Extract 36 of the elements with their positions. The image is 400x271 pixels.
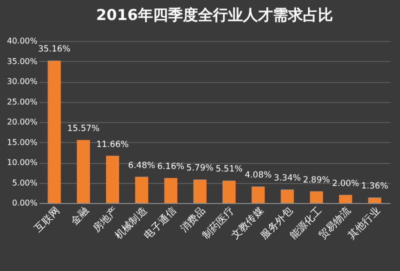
bar xyxy=(106,156,120,203)
bar xyxy=(310,191,324,203)
bar xyxy=(135,176,148,203)
y-tick-label: 30.00% xyxy=(6,77,38,86)
bar xyxy=(193,180,206,203)
y-tick-label: 20.00% xyxy=(6,118,38,126)
data-label: 6.48% xyxy=(128,160,156,171)
y-tick-label: 5.00% xyxy=(12,178,38,188)
data-label: 4.08% xyxy=(244,170,272,180)
data-label: 15.57% xyxy=(67,124,100,134)
bar xyxy=(48,60,61,203)
data-label: 5.51% xyxy=(216,164,243,175)
bar xyxy=(252,186,265,203)
y-tick-label: 0.00% xyxy=(12,198,38,208)
chart-title: 2016年四季度全行业人才需求占比 xyxy=(96,6,333,24)
y-tick-label: 35.00% xyxy=(6,56,38,66)
y-tick-label: 15.00% xyxy=(6,138,38,147)
data-label: 35.16% xyxy=(38,44,71,55)
y-tick-label: 25.00% xyxy=(6,97,38,106)
data-label: 2.00% xyxy=(332,178,360,189)
bar xyxy=(368,197,382,203)
x-tick-label: 互联网 xyxy=(32,204,62,234)
bar xyxy=(222,180,236,203)
data-label: 5.79% xyxy=(186,164,214,174)
data-label: 6.16% xyxy=(157,162,184,172)
y-tick-label: 40.00% xyxy=(6,36,38,46)
data-label: 11.66% xyxy=(96,140,129,150)
y-tick-label: 10.00% xyxy=(6,158,38,167)
x-tick-label: 金融 xyxy=(68,204,92,228)
data-label: 3.34% xyxy=(274,173,301,184)
bar xyxy=(76,140,90,203)
bar xyxy=(164,178,178,203)
bar xyxy=(339,194,352,203)
data-label: 1.36% xyxy=(361,181,388,192)
bar xyxy=(280,189,294,203)
data-label: 2.89% xyxy=(302,175,330,186)
